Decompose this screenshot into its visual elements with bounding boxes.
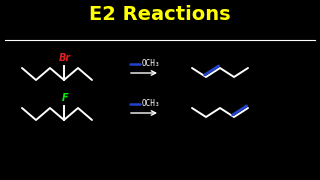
Text: OCH₃: OCH₃	[142, 100, 161, 109]
Text: E2 Reactions: E2 Reactions	[89, 5, 231, 24]
Text: OCH₃: OCH₃	[142, 60, 161, 69]
Text: Br: Br	[59, 53, 71, 63]
Text: F: F	[62, 93, 68, 103]
